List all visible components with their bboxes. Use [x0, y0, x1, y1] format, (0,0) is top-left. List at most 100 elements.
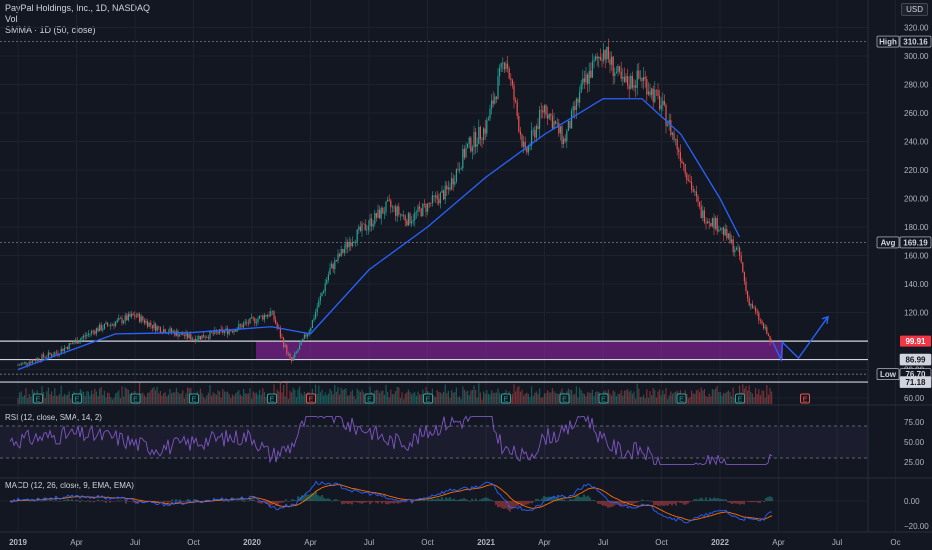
macd-title[interactable]: MACD (12, 26, close, 9, EMA, EMA)	[5, 481, 134, 490]
earnings-marker[interactable]: E	[33, 393, 43, 404]
candle-body	[105, 322, 107, 324]
earnings-marker[interactable]: E	[676, 393, 687, 404]
candle-body	[395, 206, 397, 216]
earnings-marker[interactable]: E	[598, 393, 609, 404]
price-tick-label: 240.00	[904, 138, 929, 147]
macd-hist	[747, 501, 749, 502]
candle-body	[654, 89, 656, 102]
volume-bar	[452, 392, 454, 404]
macd-hist	[737, 501, 739, 504]
candle-body	[550, 113, 552, 116]
candle-body	[41, 354, 43, 361]
volume-bar	[260, 394, 262, 404]
macd-hist	[653, 501, 655, 506]
candle-body	[675, 139, 677, 140]
price-tick-label: 300.00	[904, 52, 929, 61]
candle-body	[569, 121, 571, 129]
volume-bar	[31, 389, 33, 404]
volume-bar	[702, 390, 704, 404]
macd-hist	[579, 497, 581, 501]
volume-bar	[750, 391, 752, 404]
volume-bar	[94, 388, 96, 404]
macd-hist	[689, 501, 691, 502]
earnings-marker[interactable]: E	[423, 393, 433, 404]
macd-hist	[473, 500, 475, 501]
earnings-box	[676, 393, 687, 404]
volume-bar	[67, 394, 69, 404]
earnings-marker[interactable]: E	[364, 393, 375, 404]
candle-body	[297, 349, 299, 352]
macd-hist	[671, 501, 673, 506]
volume-bar	[439, 392, 441, 404]
price-axis[interactable]: 320.00 300.00 280.00 260.00 240.00 220.00 200.…	[904, 24, 929, 532]
earnings-marker[interactable]: E	[189, 393, 199, 404]
level-price-text: 71.18	[905, 378, 926, 387]
candle-body	[764, 327, 766, 329]
candle-body	[743, 272, 745, 282]
volume-bar	[731, 396, 733, 404]
macd-hist	[669, 501, 671, 505]
volume-label[interactable]: Vol	[5, 14, 18, 24]
rsi-title[interactable]: RSI (12, close, SMA, 14, 2)	[5, 413, 102, 422]
candle-body	[371, 218, 373, 227]
candle-body	[676, 139, 678, 150]
macd-hist	[647, 500, 649, 501]
volume-bar	[467, 390, 469, 404]
candle-body	[609, 59, 611, 65]
currency-button[interactable]: USD	[901, 3, 928, 16]
earnings-marker[interactable]: E	[72, 393, 82, 404]
earnings-marker[interactable]: E	[306, 393, 316, 404]
smma-label[interactable]: SMMA · 1D (50, close)	[5, 25, 96, 35]
volume-bars	[17, 380, 773, 404]
volume-bar	[203, 396, 205, 404]
macd-hist	[547, 496, 549, 501]
macd-hist	[377, 501, 379, 504]
earnings-marker[interactable]: E	[501, 393, 511, 404]
earnings-marker[interactable]: E	[130, 393, 141, 404]
earnings-letter: E	[133, 397, 138, 404]
volume-bar	[580, 390, 582, 404]
macd-hist	[323, 497, 325, 501]
earnings-marker[interactable]: E	[559, 393, 570, 404]
candle-body	[603, 50, 605, 61]
candle-body	[193, 338, 195, 340]
macd-hist	[587, 495, 589, 501]
candle-body	[31, 360, 33, 364]
macd-hist	[591, 500, 593, 501]
candle-body	[463, 148, 465, 158]
candle-body	[337, 253, 339, 262]
candle-body	[311, 320, 313, 328]
earnings-marker[interactable]: E	[267, 393, 277, 404]
macd-hist	[103, 501, 105, 502]
time-tick-label: Oct	[655, 538, 668, 547]
volume-bar	[204, 398, 206, 404]
candle-body	[52, 355, 54, 357]
candle-body	[316, 307, 318, 313]
macd-hist	[335, 499, 337, 501]
macd-hist	[253, 499, 255, 501]
macd-hist	[185, 500, 187, 501]
earnings-marker[interactable]: E	[735, 393, 745, 404]
candle-body	[131, 313, 133, 317]
volume-bar	[215, 394, 217, 404]
time-tick-label: Jul	[832, 538, 842, 547]
level-price-tag	[900, 335, 931, 347]
volume-bar	[723, 392, 725, 404]
macd-hist	[181, 501, 183, 503]
macd-hist	[603, 501, 605, 506]
earnings-marker[interactable]: E	[800, 393, 810, 404]
candle-body	[492, 100, 494, 104]
macd-hist	[337, 500, 339, 501]
volume-bar	[655, 397, 657, 404]
macd-hist	[533, 501, 535, 502]
candle-body	[204, 337, 206, 339]
candle-body	[305, 334, 307, 337]
time-tick-label: 2022	[711, 538, 729, 547]
symbol-title[interactable]: PayPal Holdings, Inc., 1D, NASDAQ	[5, 3, 151, 13]
time-axis[interactable]: 2019 Apr Jul Oct 2020 Apr Jul Oct 2021 Apr Jul Oct 2…	[9, 538, 901, 547]
candle-body	[420, 208, 422, 217]
volume-bar	[222, 389, 224, 404]
volume-bar	[209, 385, 211, 404]
